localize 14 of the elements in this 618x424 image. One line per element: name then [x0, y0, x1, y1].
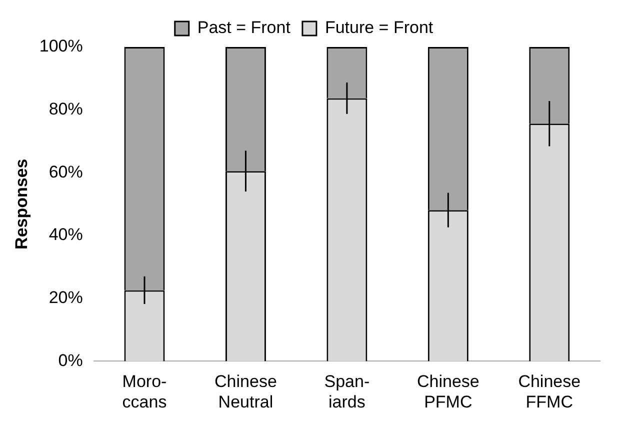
y-tick-label: 80% [48, 100, 83, 119]
y-tick-label: 20% [48, 288, 83, 308]
y-tick-label: 0% [58, 350, 83, 370]
x-tick-label: Span- iards [324, 372, 370, 412]
y-tick-label: 40% [48, 225, 83, 244]
y-axis-title: Responses [12, 158, 31, 250]
x-tick-label: Chinese Neutral [214, 372, 277, 412]
legend-label: Past = Front [197, 18, 291, 38]
x-tick-label: Moro- ccans [122, 372, 167, 412]
y-tick-label: 60% [48, 162, 83, 182]
x-tick-label: Chinese PFMC [416, 372, 480, 412]
y-tick-label: 100% [39, 36, 83, 56]
x-tick-label: Chinese FFMC [518, 372, 581, 412]
legend-label: Future = Front [324, 18, 434, 38]
